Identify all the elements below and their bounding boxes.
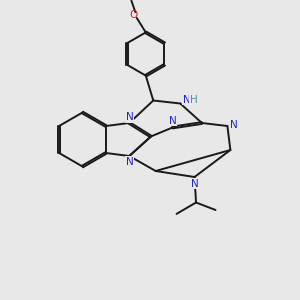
Text: N: N <box>230 119 238 130</box>
Text: N: N <box>183 95 191 105</box>
Text: N: N <box>169 116 176 126</box>
Text: O: O <box>129 10 137 20</box>
Text: N: N <box>126 157 134 167</box>
Text: N: N <box>191 178 198 189</box>
Text: N: N <box>230 119 238 130</box>
Text: H: H <box>190 95 197 105</box>
Text: N: N <box>126 157 134 167</box>
Text: N: N <box>126 112 134 122</box>
Text: N: N <box>169 116 176 126</box>
Text: H: H <box>190 95 197 105</box>
Text: N: N <box>183 95 191 105</box>
Text: N: N <box>191 178 198 189</box>
Text: N: N <box>126 112 134 122</box>
